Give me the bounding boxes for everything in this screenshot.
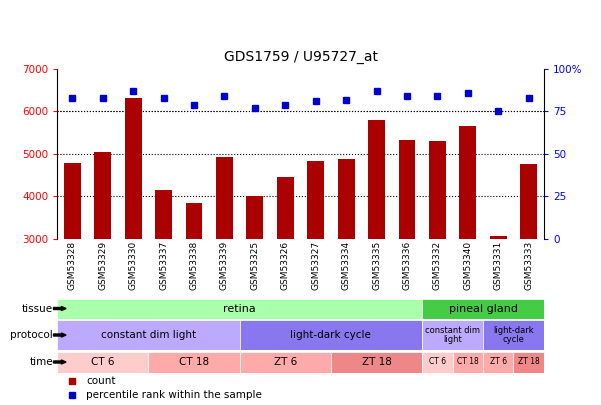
Bar	[460, 126, 476, 239]
Bar	[186, 203, 203, 239]
Bar	[240, 320, 422, 350]
Text: CT 18: CT 18	[179, 357, 209, 367]
Text: time: time	[29, 357, 53, 367]
Bar	[57, 320, 240, 350]
Text: count: count	[87, 376, 116, 386]
Text: percentile rank within the sample: percentile rank within the sample	[87, 390, 262, 400]
Bar	[453, 352, 483, 373]
Text: light-dark
cycle: light-dark cycle	[493, 326, 534, 344]
Bar	[94, 152, 111, 239]
Bar	[513, 352, 544, 373]
Text: ZT 6: ZT 6	[490, 358, 507, 367]
Bar	[125, 98, 141, 239]
Bar	[338, 159, 355, 239]
Bar	[277, 177, 294, 239]
Bar	[148, 352, 240, 373]
Text: light-dark cycle: light-dark cycle	[290, 330, 371, 340]
Bar	[368, 119, 385, 239]
Bar	[429, 141, 446, 239]
Bar	[422, 298, 544, 318]
Bar	[155, 190, 172, 239]
Bar	[422, 320, 483, 350]
Text: ZT 18: ZT 18	[518, 358, 540, 367]
Text: pineal gland: pineal gland	[448, 303, 517, 313]
Bar	[422, 352, 453, 373]
Bar	[398, 140, 415, 239]
Bar	[216, 157, 233, 239]
Bar	[64, 163, 81, 239]
Text: constant dim
light: constant dim light	[425, 326, 480, 344]
Bar	[240, 352, 331, 373]
Bar	[246, 196, 263, 239]
Text: constant dim light: constant dim light	[101, 330, 196, 340]
Text: tissue: tissue	[22, 303, 53, 313]
Bar	[483, 320, 544, 350]
Bar	[57, 298, 422, 318]
Bar	[307, 161, 324, 239]
Text: ZT 6: ZT 6	[273, 357, 297, 367]
Bar	[483, 352, 513, 373]
Bar	[57, 352, 148, 373]
Bar	[520, 164, 537, 239]
Text: CT 6: CT 6	[91, 357, 114, 367]
Text: retina: retina	[224, 303, 256, 313]
Bar	[490, 236, 507, 239]
Text: protocol: protocol	[10, 330, 53, 340]
Bar	[331, 352, 422, 373]
Text: CT 18: CT 18	[457, 358, 479, 367]
Text: GDS1759 / U95727_at: GDS1759 / U95727_at	[224, 50, 377, 64]
Text: CT 6: CT 6	[429, 358, 446, 367]
Text: ZT 18: ZT 18	[362, 357, 391, 367]
